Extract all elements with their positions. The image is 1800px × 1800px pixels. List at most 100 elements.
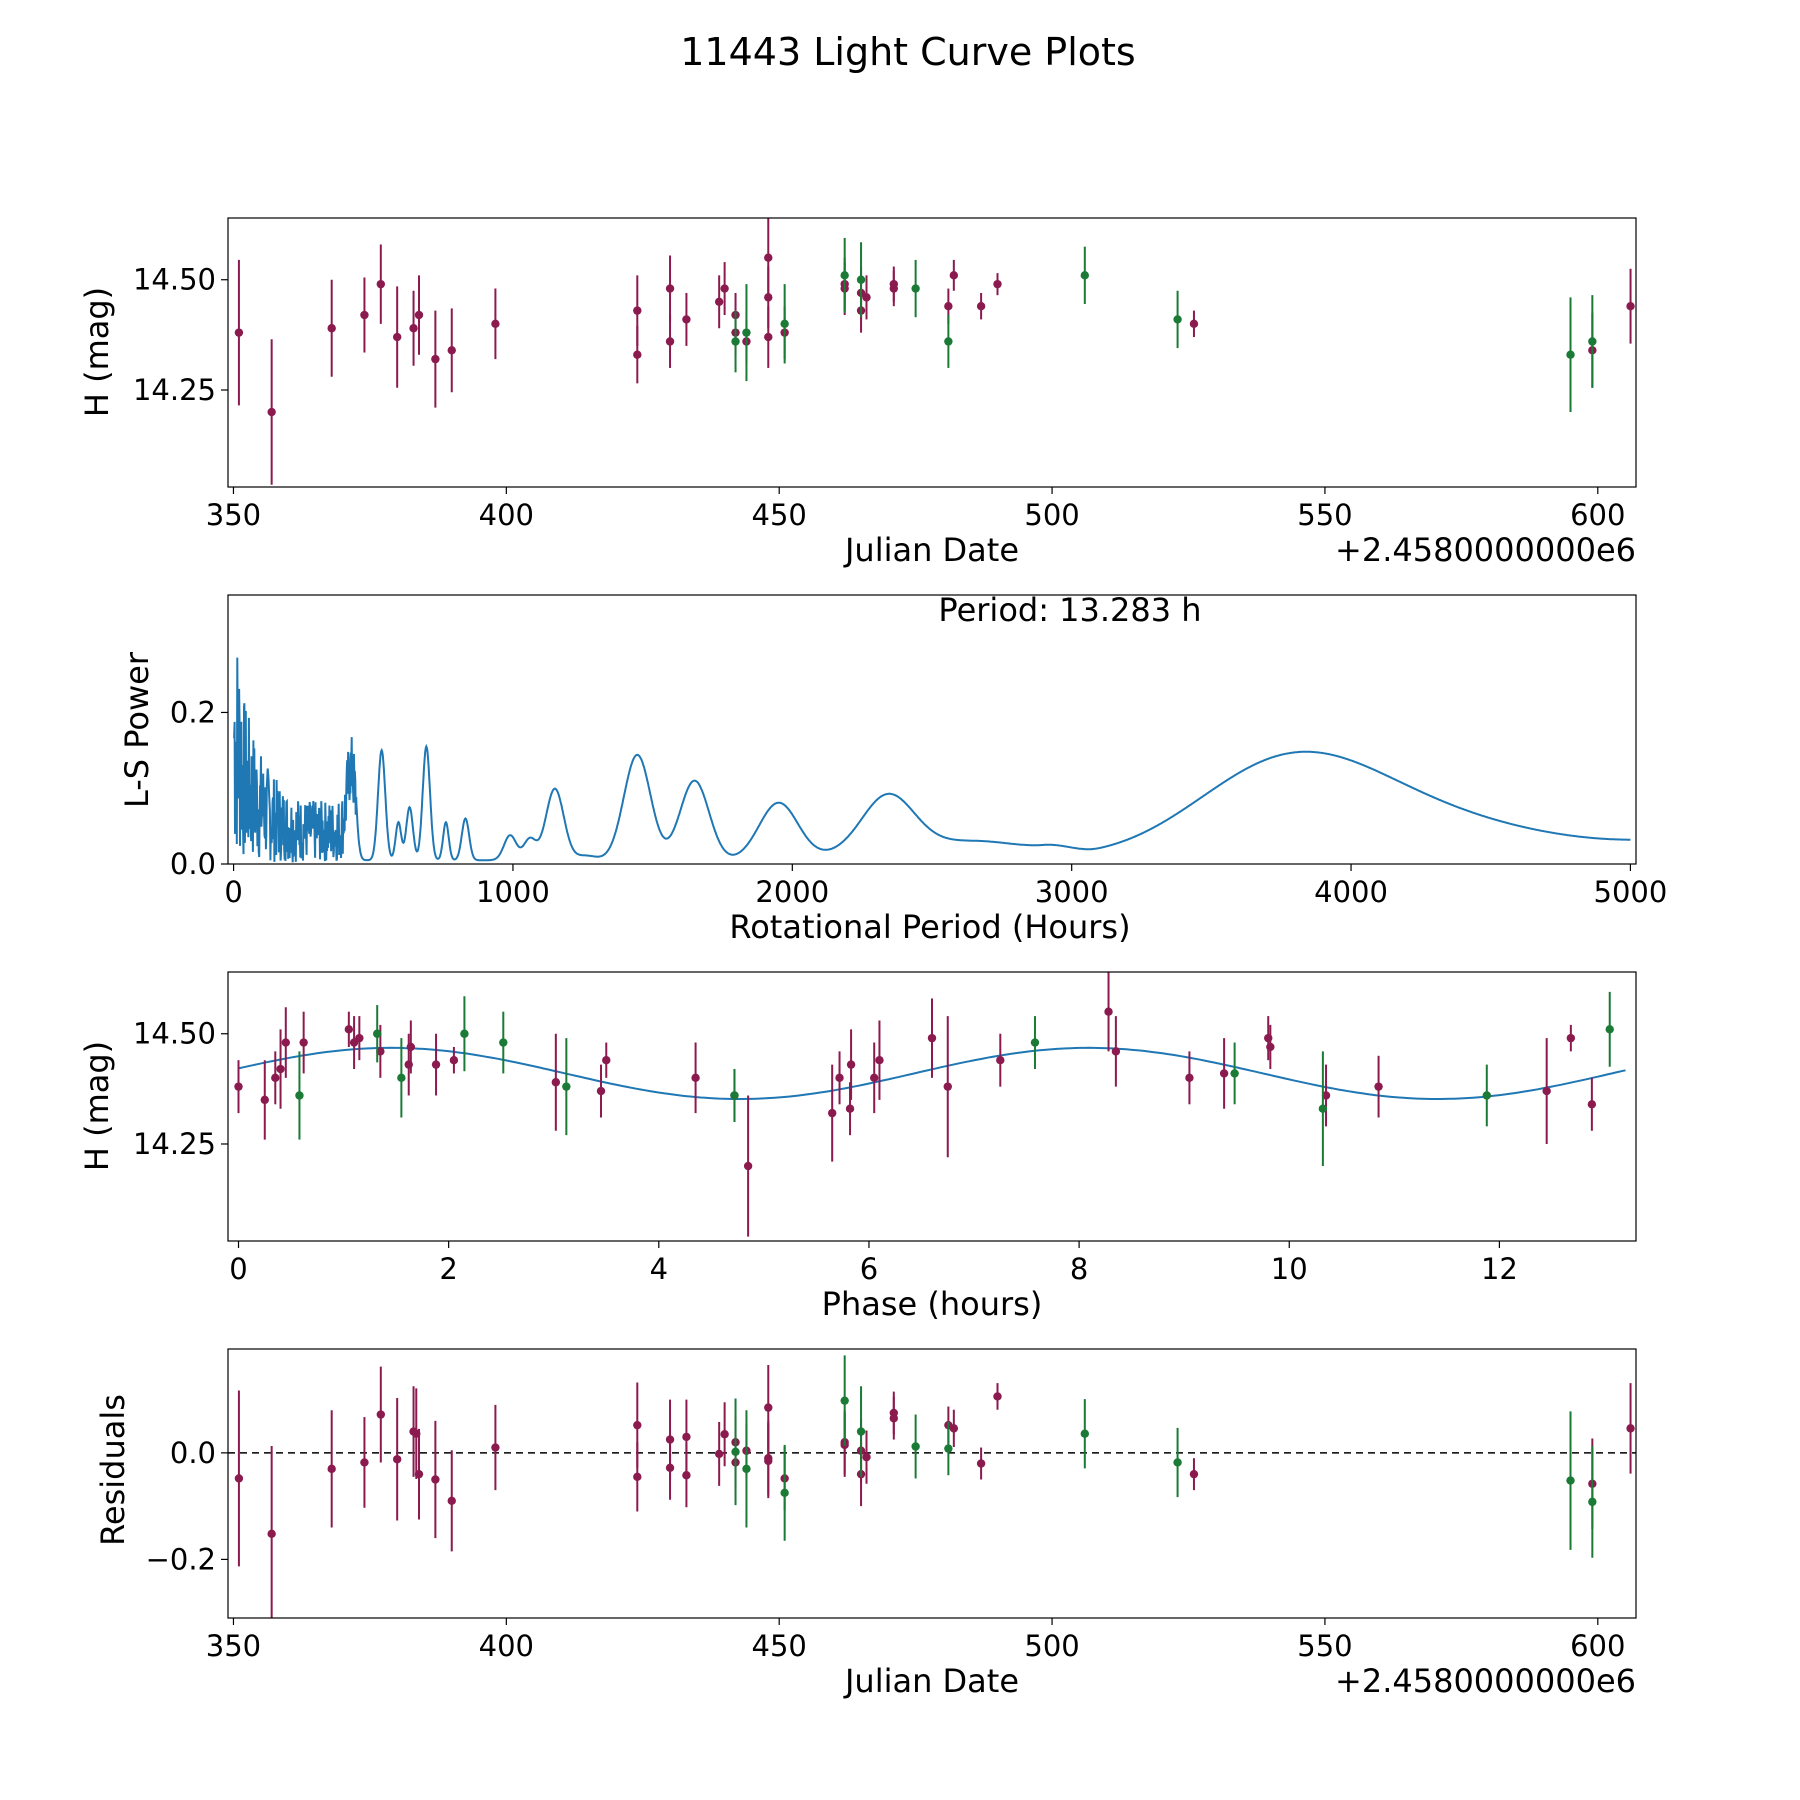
lightcurve-point-filter-magenta <box>764 293 773 302</box>
lightcurve-point-filter-magenta <box>360 310 369 320</box>
lightcurve-point-filter-magenta <box>862 293 871 302</box>
residuals-point-filter-magenta <box>1626 1424 1635 1433</box>
lightcurve-point-filter-magenta <box>993 279 1002 289</box>
phased-point-filter-magenta <box>996 1055 1005 1065</box>
phased-point-filter-magenta <box>743 1161 753 1171</box>
residuals-xtick-label: 400 <box>479 1629 534 1663</box>
residuals-xtick-label: 550 <box>1297 1629 1352 1663</box>
residuals-point-filter-magenta <box>633 1472 642 1482</box>
phased-point-filter-green <box>295 1091 304 1100</box>
lightcurve-point-filter-green <box>1566 350 1575 359</box>
phased-point-filter-magenta <box>1219 1069 1229 1078</box>
phased-point-filter-green <box>1482 1091 1491 1100</box>
phased-point-filter-green <box>499 1038 508 1047</box>
periodogram-axes-frame <box>227 594 1637 865</box>
panel-phased: 0 2 4 6 8 10 12 14.25 14.50 Phase (hours) H (mag… <box>78 971 1637 1323</box>
phased-point-filter-magenta <box>602 1055 611 1065</box>
phased-point-filter-magenta <box>596 1086 606 1096</box>
phased-point-filter-magenta <box>355 1033 364 1043</box>
lightcurve-point-filter-magenta <box>234 328 244 337</box>
phased-point-filter-green <box>1230 1069 1239 1078</box>
lightcurve-point-filter-green <box>780 319 789 329</box>
lightcurve-xtick-label: 350 <box>206 498 261 532</box>
phased-xtick-label: 0 <box>229 1252 247 1286</box>
residuals-plot-area: 350 400 450 500 550 600 −0.2 0.0 <box>146 1355 1636 1663</box>
panel-residuals: 350 400 450 500 550 600 −0.2 0.0 Julian Date +2… <box>94 1348 1637 1700</box>
lightcurve-point-filter-magenta <box>327 324 336 333</box>
lightcurve-point-filter-magenta <box>409 324 418 333</box>
phased-xtick-label: 12 <box>1481 1252 1518 1286</box>
lightcurve-point-filter-magenta <box>1626 301 1635 311</box>
residuals-ylabel: Residuals <box>94 1394 132 1546</box>
phased-point-filter-magenta <box>845 1104 855 1113</box>
phased-point-filter-magenta <box>276 1064 285 1074</box>
residuals-point-filter-green <box>911 1442 920 1451</box>
panel-lightcurve: 350 400 450 500 550 600 14.25 14.50 Julian Date… <box>78 217 1637 569</box>
lightcurve-xtick-label: 550 <box>1297 498 1352 532</box>
lightcurve-xtick-label: 400 <box>479 498 534 532</box>
lightcurve-ytick-label: 14.50 <box>133 263 216 297</box>
periodogram-power-line <box>233 657 1631 863</box>
residuals-point-filter-magenta <box>993 1392 1002 1401</box>
phased-point-filter-magenta <box>260 1095 269 1105</box>
residuals-point-filter-magenta <box>491 1443 500 1452</box>
residuals-point-filter-magenta <box>862 1452 871 1462</box>
lightcurve-point-filter-magenta <box>447 346 456 355</box>
residuals-point-filter-magenta <box>267 1529 276 1539</box>
periodogram-xlabel: Rotational Period (Hours) <box>729 908 1130 946</box>
residuals-point-filter-green <box>840 1396 849 1405</box>
phased-point-filter-magenta <box>449 1055 459 1065</box>
residuals-point-filter-magenta <box>431 1475 440 1484</box>
residuals-offset-label: +2.4580000000e6 <box>1335 1662 1636 1700</box>
phased-xtick-label: 2 <box>439 1252 457 1286</box>
residuals-axes-frame <box>227 1348 1637 1619</box>
lightcurve-point-filter-magenta <box>682 315 691 324</box>
phased-point-filter-magenta <box>846 1060 856 1069</box>
phased-point-filter-magenta <box>835 1073 844 1083</box>
lightcurve-point-filter-magenta <box>764 253 773 262</box>
residuals-point-filter-magenta <box>633 1420 642 1430</box>
residuals-point-filter-magenta <box>376 1410 386 1419</box>
residuals-point-filter-green <box>856 1427 866 1436</box>
residuals-point-filter-magenta <box>714 1449 724 1459</box>
residuals-point-filter-magenta <box>327 1464 336 1474</box>
phased-xtick-label: 4 <box>650 1252 668 1286</box>
phased-point-filter-green <box>397 1073 406 1083</box>
lightcurve-point-filter-magenta <box>431 354 440 364</box>
residuals-point-filter-magenta <box>949 1424 959 1433</box>
lightcurve-point-filter-green <box>856 275 866 284</box>
phased-point-filter-magenta <box>1111 1047 1121 1056</box>
lightcurve-point-filter-magenta <box>491 319 500 329</box>
phased-point-filter-green <box>460 1029 469 1038</box>
residuals-ytick-label: −0.2 <box>146 1542 216 1576</box>
phased-point-filter-magenta <box>1587 1100 1597 1109</box>
lightcurve-point-filter-green <box>840 271 849 280</box>
residuals-point-filter-green <box>1080 1429 1090 1438</box>
phased-point-filter-magenta <box>1542 1086 1551 1096</box>
phased-point-filter-magenta <box>1266 1042 1275 1052</box>
phased-point-filter-green <box>562 1082 571 1091</box>
phased-point-filter-magenta <box>281 1038 290 1047</box>
lightcurve-point-filter-magenta <box>976 301 986 311</box>
phased-xtick-label: 10 <box>1271 1252 1308 1286</box>
phased-point-filter-magenta <box>827 1108 837 1118</box>
residuals-point-filter-magenta <box>1189 1469 1199 1479</box>
phased-point-filter-magenta <box>1104 1007 1113 1016</box>
residuals-xtick-label: 500 <box>1024 1629 1079 1663</box>
residuals-point-filter-magenta <box>414 1469 424 1479</box>
phased-ytick-label: 14.25 <box>133 1127 216 1161</box>
lightcurve-point-filter-magenta <box>633 350 642 359</box>
lightcurve-point-filter-magenta <box>376 279 386 289</box>
residuals-point-filter-green <box>742 1464 751 1474</box>
residuals-point-filter-green <box>1588 1497 1597 1507</box>
residuals-point-filter-magenta <box>392 1455 402 1464</box>
lightcurve-point-filter-green <box>1588 337 1597 346</box>
lightcurve-point-filter-magenta <box>1189 319 1199 329</box>
lightcurve-point-filter-magenta <box>665 284 675 293</box>
periodogram-xtick-label: 5000 <box>1594 875 1668 909</box>
lightcurve-ytick-label: 14.25 <box>133 373 216 407</box>
lightcurve-point-filter-magenta <box>720 284 729 293</box>
periodogram-xtick-label: 0 <box>224 875 242 909</box>
phased-point-filter-magenta <box>1374 1082 1383 1091</box>
